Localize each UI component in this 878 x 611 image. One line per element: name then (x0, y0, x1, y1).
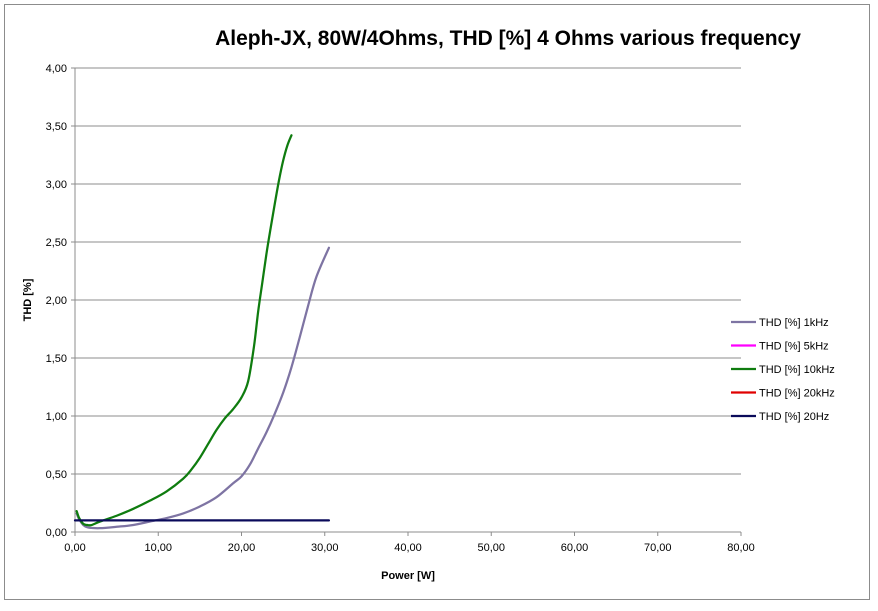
x-axis-title: Power [W] (381, 570, 435, 582)
series-lines (73, 134, 331, 530)
series-line-2 (75, 134, 293, 527)
x-tick-label: 30,00 (311, 542, 339, 554)
legend-item: THD [%] 20kHz (731, 388, 835, 400)
y-tick-label: 0,00 (46, 527, 67, 539)
y-tick-label: 1,00 (46, 411, 67, 423)
y-tick-label: 0,50 (46, 469, 67, 481)
legend-label: THD [%] 1kHz (759, 317, 829, 329)
x-tick-label: 20,00 (228, 542, 256, 554)
legend-label: THD [%] 10kHz (759, 364, 835, 376)
legend-item: THD [%] 10kHz (731, 364, 835, 376)
legend-label: THD [%] 20Hz (759, 411, 829, 423)
series-line-0 (75, 246, 331, 530)
legend-label: THD [%] 5kHz (759, 341, 829, 353)
x-tick-label: 60,00 (561, 542, 589, 554)
legend-item: THD [%] 20Hz (731, 411, 829, 423)
legend-item: THD [%] 5kHz (731, 341, 829, 353)
x-tick-label: 10,00 (144, 542, 172, 554)
y-tick-label: 3,50 (46, 121, 67, 133)
chart-title: Aleph-JX, 80W/4Ohms, THD [%] 4 Ohms vari… (215, 27, 801, 50)
axes (71, 67, 742, 536)
y-axis-title: THD [%] (22, 278, 34, 321)
x-tick-label: 80,00 (727, 542, 755, 554)
legend: THD [%] 1kHz THD [%] 5kHz THD [%] 10kHz THD… (731, 317, 835, 423)
y-tick-label: 2,50 (46, 237, 67, 249)
y-tick-label: 2,00 (46, 295, 67, 307)
y-tick-label: 4,00 (46, 63, 67, 75)
x-tick-label: 70,00 (644, 542, 672, 554)
grid-lines (75, 67, 741, 475)
x-tick-label: 0,00 (64, 542, 85, 554)
legend-label: THD [%] 20kHz (759, 388, 835, 400)
legend-item: THD [%] 1kHz (731, 317, 829, 329)
x-tick-label: 40,00 (394, 542, 422, 554)
x-tick-label: 50,00 (477, 542, 505, 554)
y-tick-label: 3,00 (46, 179, 67, 191)
y-tick-label: 1,50 (46, 353, 67, 365)
tick-labels: 0,00 0,50 1,00 1,50 2,00 2,50 3,00 3,50 4,00 0,00… (46, 63, 755, 554)
